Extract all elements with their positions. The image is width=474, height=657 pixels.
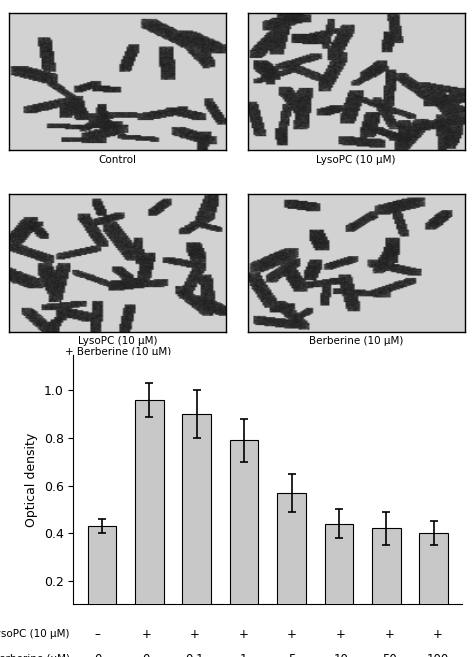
Text: 0: 0 bbox=[94, 653, 101, 657]
Bar bbox=[419, 533, 448, 628]
Text: 1: 1 bbox=[240, 653, 247, 657]
X-axis label: Control: Control bbox=[99, 154, 137, 164]
Text: LysoPC (10 μM): LysoPC (10 μM) bbox=[0, 629, 70, 639]
Text: –: – bbox=[95, 628, 100, 641]
X-axis label: LysoPC (10 μM): LysoPC (10 μM) bbox=[317, 154, 396, 164]
Y-axis label: Optical density: Optical density bbox=[25, 432, 38, 527]
Text: 5: 5 bbox=[288, 653, 296, 657]
Bar bbox=[135, 400, 164, 628]
Text: +: + bbox=[238, 628, 248, 641]
Text: 100: 100 bbox=[427, 653, 449, 657]
Text: Berberine (μM): Berberine (μM) bbox=[0, 654, 70, 657]
X-axis label: LysoPC (10 μM)
+ Berberine (10 μM): LysoPC (10 μM) + Berberine (10 μM) bbox=[64, 336, 171, 357]
Text: +: + bbox=[336, 628, 346, 641]
Text: 50: 50 bbox=[382, 653, 397, 657]
Bar bbox=[277, 493, 306, 628]
Text: +: + bbox=[433, 628, 443, 641]
Text: +: + bbox=[141, 628, 151, 641]
Text: +: + bbox=[287, 628, 297, 641]
Bar bbox=[182, 414, 211, 628]
Bar bbox=[230, 440, 258, 628]
Text: +: + bbox=[190, 628, 200, 641]
Text: 0: 0 bbox=[143, 653, 150, 657]
Bar bbox=[325, 524, 353, 628]
X-axis label: Berberine (10 μM): Berberine (10 μM) bbox=[309, 336, 403, 346]
Text: 0.1: 0.1 bbox=[186, 653, 204, 657]
Bar bbox=[372, 528, 401, 628]
Bar bbox=[88, 526, 116, 628]
Text: +: + bbox=[384, 628, 394, 641]
Text: 10: 10 bbox=[333, 653, 348, 657]
